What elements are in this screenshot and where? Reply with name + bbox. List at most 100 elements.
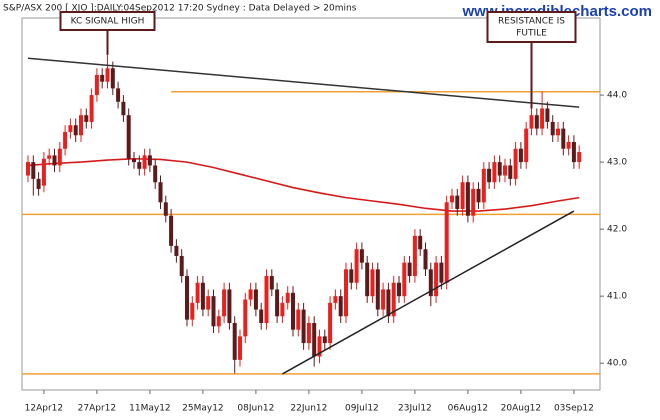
candle-body	[296, 309, 301, 330]
annotation-text: FUTILE	[516, 29, 547, 39]
candle-body	[381, 289, 386, 310]
candle-body	[147, 155, 152, 166]
candle-body	[73, 125, 78, 136]
candle-body	[68, 125, 73, 132]
candle-body	[487, 168, 492, 183]
candle-body	[397, 282, 401, 297]
candle-body	[492, 162, 497, 183]
trend-line	[27, 57, 580, 108]
candle-body	[137, 162, 142, 169]
y-tick-label: 43.0	[607, 158, 627, 168]
annotation-text: KC SIGNAL HIGH	[71, 17, 145, 27]
candle-body	[328, 302, 333, 344]
candle-body	[105, 68, 110, 82]
candle-body	[375, 269, 380, 310]
candle-body	[190, 302, 195, 320]
candle-body	[259, 309, 264, 323]
candle-body	[291, 292, 295, 330]
candle-body	[529, 115, 534, 129]
candle-body	[121, 101, 126, 116]
candle-body	[561, 128, 566, 149]
candle-body	[264, 276, 269, 323]
candle-body	[41, 158, 46, 186]
x-tick-label: 11May12	[129, 404, 171, 414]
candle-body	[465, 182, 470, 216]
candle-body	[227, 289, 232, 323]
candle-body	[132, 158, 136, 163]
y-tick-label: 40.0	[607, 359, 627, 369]
candle-body	[52, 155, 57, 166]
candle-body	[566, 142, 571, 149]
candle-body	[312, 322, 317, 357]
candle-body	[126, 115, 131, 159]
candle-body	[338, 296, 343, 317]
candle-body	[179, 255, 184, 277]
candle-body	[153, 165, 158, 183]
x-tick-label: 27Apr12	[78, 404, 116, 414]
candle-body	[89, 95, 94, 122]
candle-body	[158, 182, 163, 203]
candle-body	[412, 235, 417, 277]
candle-body	[275, 289, 280, 317]
candle-body	[349, 269, 354, 283]
candle-body	[556, 128, 560, 136]
x-tick-label: 09Jul12	[345, 404, 379, 414]
candle-body	[280, 302, 285, 317]
annotation-box	[486, 11, 577, 43]
candle-body	[163, 202, 168, 216]
candle-body	[550, 121, 555, 136]
candle-body	[333, 296, 338, 303]
candle-body	[434, 262, 439, 297]
candle-body	[386, 289, 391, 317]
candle-body	[206, 296, 211, 310]
candle-body	[540, 108, 545, 129]
plot-frame	[21, 17, 601, 391]
annotation-text: RESISTANCE IS	[498, 17, 565, 27]
candle-body	[47, 155, 52, 159]
candle-body	[57, 148, 62, 166]
annotation-box	[59, 11, 156, 31]
candle-body	[503, 165, 507, 176]
candle-body	[402, 262, 407, 297]
candle-body	[344, 269, 348, 317]
candle-body	[391, 282, 396, 317]
candle-body	[524, 128, 529, 163]
candle-body	[444, 202, 449, 283]
candle-body	[370, 269, 375, 297]
candle-body	[232, 322, 237, 360]
candle-body	[428, 269, 433, 297]
candle-body	[418, 235, 423, 250]
candle-body	[476, 188, 481, 203]
candle-body	[110, 68, 115, 89]
candle-body	[243, 299, 248, 337]
candle-body	[571, 142, 576, 163]
candle-body	[195, 282, 200, 303]
candle-body	[84, 115, 89, 122]
candle-body	[253, 289, 258, 310]
candle-body	[116, 88, 121, 102]
candle-body	[460, 182, 465, 210]
x-tick-label: 23Jul12	[398, 404, 432, 414]
candle-body	[238, 336, 242, 360]
candle-body	[455, 195, 460, 210]
x-tick-label: 08Jun12	[237, 404, 274, 414]
candle-body	[359, 249, 364, 263]
candle-body	[450, 195, 454, 203]
candle-body	[365, 262, 370, 297]
candle-body	[269, 276, 274, 290]
candle-body	[534, 115, 539, 129]
candle-body	[285, 292, 290, 303]
candle-body	[185, 276, 189, 320]
candle-body	[79, 115, 83, 136]
candle-body	[94, 74, 99, 96]
x-tick-label: 20Aug12	[501, 404, 541, 414]
x-tick-label: 22Jun12	[290, 404, 327, 414]
candle-body	[317, 336, 322, 357]
moving-average	[27, 157, 580, 212]
candle-body	[211, 296, 216, 327]
candle-body	[222, 289, 227, 317]
candle-body	[481, 168, 486, 203]
